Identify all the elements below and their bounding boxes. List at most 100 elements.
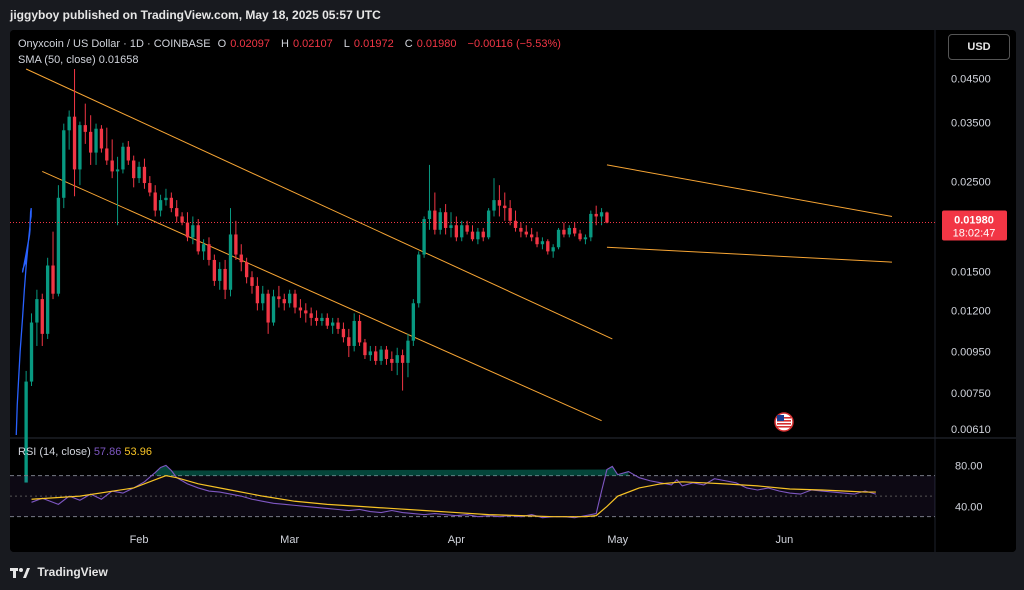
flag-canton — [777, 415, 784, 421]
us-flag-icon[interactable] — [774, 412, 794, 432]
candle-body — [212, 259, 217, 281]
candle-body — [379, 349, 383, 361]
candle-body — [390, 358, 394, 363]
candle-body — [110, 160, 114, 172]
publish-bar: jiggyboy published on TradingView.com, M… — [0, 0, 1024, 30]
candle-body — [287, 293, 292, 304]
candle-body — [454, 225, 459, 238]
low-value: 0.01972 — [353, 38, 394, 50]
candle-body — [594, 213, 598, 217]
candle-body — [29, 322, 34, 382]
candle-body — [384, 349, 389, 359]
time-tick-label: Feb — [130, 534, 149, 546]
price-tick-label: 0.04500 — [951, 73, 991, 85]
candles — [24, 69, 609, 483]
chart-background — [10, 30, 1016, 552]
candle-body — [551, 247, 555, 252]
candle-body — [411, 303, 416, 341]
rsi-ma-value: 53.96 — [124, 446, 152, 458]
candle-body — [185, 222, 190, 238]
trendline-triangle-lower — [606, 246, 893, 263]
trend-channels[interactable] — [25, 68, 893, 422]
candle-body — [164, 197, 168, 201]
candle-body — [433, 210, 437, 230]
candle-body — [508, 208, 512, 221]
price-tick-label: 0.02500 — [951, 177, 991, 189]
candle-body — [460, 225, 464, 238]
high-label: H — [281, 38, 289, 50]
candle-body — [325, 317, 329, 326]
candle-body — [105, 148, 109, 161]
candle-body — [513, 220, 518, 228]
candle-body — [175, 208, 179, 217]
candle-body — [578, 233, 582, 240]
trendline-falling-lower — [42, 170, 602, 422]
candle-body — [35, 299, 39, 323]
candle-body — [51, 265, 55, 294]
candle-body — [83, 125, 87, 132]
candle-body — [583, 237, 588, 240]
candle-body — [244, 262, 249, 278]
candle-body — [234, 234, 238, 255]
candle-body — [347, 337, 351, 346]
time-tick-label: May — [607, 534, 628, 546]
time-tick-label: Apr — [448, 534, 465, 546]
symbol-title[interactable]: Onyxcoin / US Dollar · 1D · COINBASE — [18, 38, 211, 50]
candle-body — [277, 296, 281, 300]
price-tick-label: 0.00750 — [951, 388, 991, 400]
candle-body — [137, 166, 141, 179]
candle-body — [546, 241, 550, 252]
candle-body — [56, 197, 61, 294]
price-badge — [942, 210, 1007, 241]
ohlc-legend: Onyxcoin / US Dollar · 1D · COINBASE O 0.… — [18, 38, 565, 50]
price-axis[interactable]: 0.04500 0.03500 0.02500 0.01500 0.01200 0.009… — [951, 73, 991, 436]
candle-body — [443, 212, 448, 228]
candle-body — [341, 328, 346, 338]
candle-body — [422, 219, 426, 255]
time-tick-label: Jun — [776, 534, 794, 546]
price-tick-label: 0.03500 — [951, 118, 991, 130]
candle-body — [148, 183, 152, 193]
candle-body — [196, 225, 200, 252]
candle-body — [40, 299, 44, 334]
rsi-legend[interactable]: RSI (14, close) 57.86 53.96 — [18, 446, 152, 458]
currency-button[interactable]: USD — [948, 34, 1010, 60]
price-tick-label: 0.00950 — [951, 346, 991, 358]
time-axis[interactable]: Feb Mar Apr May Jun — [130, 534, 794, 546]
candle-body — [115, 169, 120, 172]
rsi-label: RSI (14, close) — [18, 446, 91, 458]
price-tick-label: 0.01500 — [951, 266, 991, 278]
sma-line — [15, 208, 32, 436]
close-value: 0.01980 — [416, 38, 457, 50]
flag-stripe — [777, 423, 791, 425]
trendline-triangle-upper — [606, 164, 893, 217]
candle-body — [438, 212, 442, 230]
candle-body — [201, 244, 206, 252]
candle-body — [535, 237, 539, 245]
candle-body — [556, 229, 561, 248]
candle-body — [266, 293, 270, 323]
candle-body — [255, 285, 260, 304]
candle-body — [67, 116, 71, 131]
rsi-line — [31, 464, 876, 519]
chart-panel[interactable]: 0.01980 18:02:47 0.04500 0.03500 0.02500 0.0… — [10, 30, 1016, 552]
candle-body — [599, 212, 604, 217]
candle-body — [331, 322, 335, 326]
candle-body — [497, 200, 502, 206]
candle-body — [89, 131, 93, 153]
candle-body — [271, 296, 276, 323]
candle-body — [503, 205, 507, 209]
tradingview-logo-icon — [10, 567, 30, 579]
candle-body — [45, 265, 50, 334]
rsi-ma-line — [31, 475, 876, 518]
sma-value: 0.01658 — [98, 54, 139, 66]
tradingview-brand[interactable]: TradingView — [10, 565, 108, 579]
candle-body — [309, 313, 313, 318]
candle-body — [142, 166, 147, 184]
candle-body — [72, 116, 77, 170]
sma-legend[interactable]: SMA (50, close) 0.01658 — [18, 54, 138, 66]
change-value: −0.00116 (−5.53%) — [467, 38, 561, 50]
candle-body — [191, 225, 195, 238]
